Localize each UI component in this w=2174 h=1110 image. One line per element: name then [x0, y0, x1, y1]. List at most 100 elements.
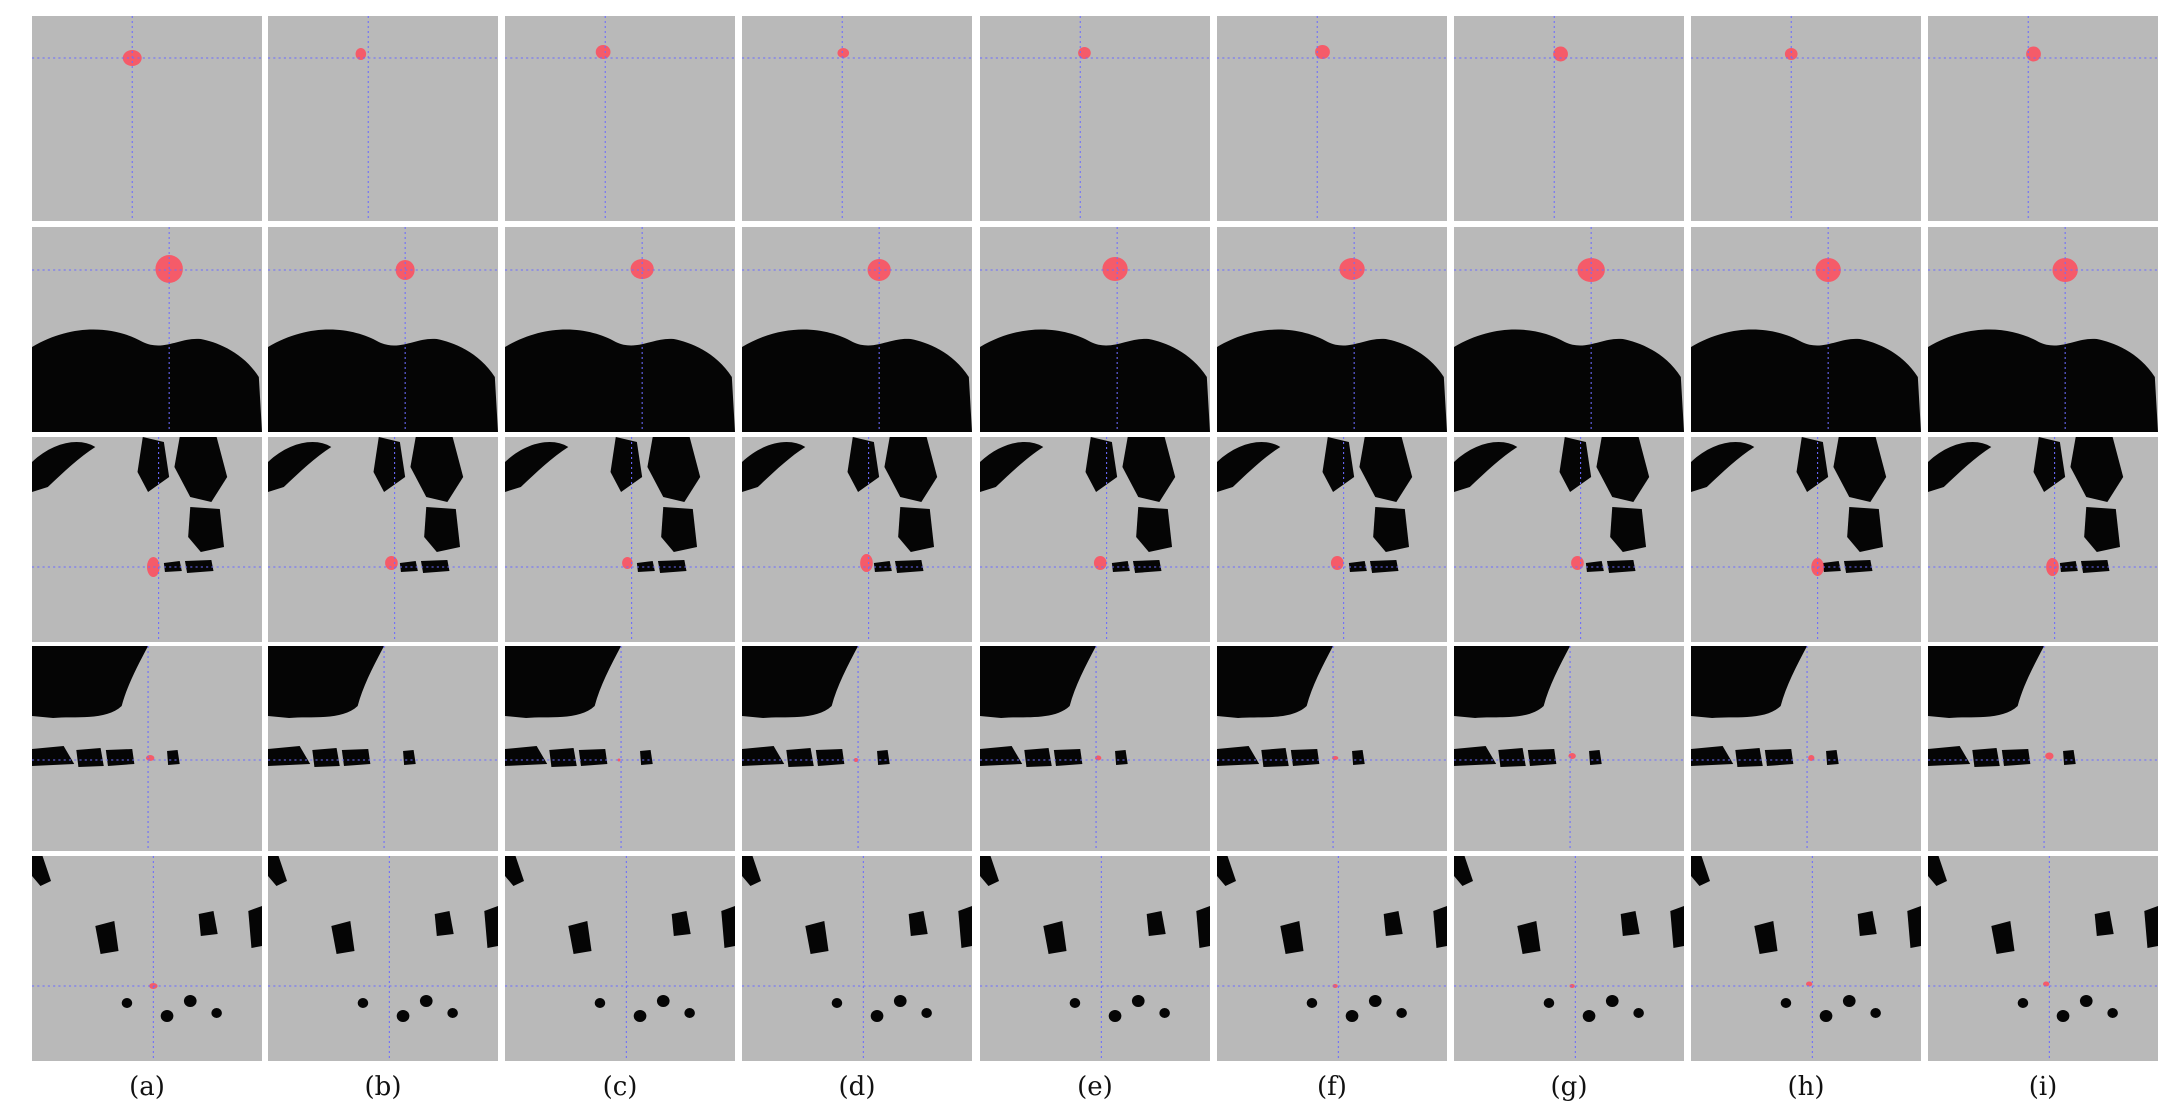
- segmentation-overlay: [1806, 981, 1813, 987]
- image-panel-h-row-4: [1691, 646, 1921, 851]
- air-region: [1122, 437, 1176, 502]
- segmentation-overlay: [1078, 47, 1091, 59]
- air-region: [1454, 646, 1571, 718]
- air-region: [1383, 911, 1403, 936]
- air-region: [403, 750, 416, 765]
- air-region: [184, 560, 214, 573]
- air-region: [1369, 560, 1399, 573]
- segmentation-overlay: [1784, 48, 1798, 60]
- segmentation-overlay: [1102, 257, 1128, 281]
- air-region: [1610, 507, 1647, 552]
- air-region: [1670, 906, 1684, 948]
- image-panel-c-row-4: [505, 646, 735, 851]
- image-panel-i-row-1: [1928, 16, 2158, 221]
- air-region: [980, 442, 1044, 492]
- tissue-background: [1217, 856, 1447, 1061]
- air-region: [1217, 856, 1236, 886]
- air-region: [815, 749, 845, 766]
- image-panel-i-row-2: [1928, 227, 2158, 432]
- air-region: [2084, 507, 2121, 552]
- segmentation-overlay: [2052, 258, 2078, 282]
- air-region: [656, 995, 670, 1007]
- air-region: [76, 748, 104, 767]
- segmentation-overlay: [622, 557, 633, 569]
- air-region: [594, 998, 606, 1008]
- air-region: [1053, 749, 1083, 766]
- image-panel-h-row-2: [1691, 227, 1921, 432]
- air-region: [32, 442, 96, 492]
- image-panel-f-row-2: [1217, 227, 1447, 432]
- air-region: [831, 998, 843, 1008]
- air-region: [921, 1008, 932, 1018]
- air-region: [1907, 906, 1921, 948]
- image-panel-a-row-5: [32, 856, 262, 1061]
- segmentation-overlay: [595, 45, 611, 59]
- tissue-background: [1928, 16, 2158, 221]
- air-region: [1517, 921, 1541, 954]
- air-region: [1822, 561, 1841, 572]
- air-region: [1633, 1008, 1644, 1018]
- air-region: [870, 1010, 884, 1022]
- air-region: [373, 437, 406, 492]
- image-panel-a-row-3: [32, 437, 262, 642]
- air-region: [268, 442, 332, 492]
- air-region: [1131, 995, 1145, 1007]
- air-region: [2063, 750, 2076, 765]
- tissue-background: [980, 856, 1210, 1061]
- image-panel-c-row-3: [505, 437, 735, 642]
- image-panel-d-row-5: [742, 856, 972, 1061]
- image-panel-i-row-4: [1928, 646, 2158, 851]
- air-region: [396, 1010, 410, 1022]
- air-region: [873, 561, 892, 572]
- image-panel-e-row-2: [980, 227, 1210, 432]
- air-region: [894, 560, 924, 573]
- segmentation-overlay: [1339, 258, 1365, 280]
- air-region: [188, 507, 225, 552]
- air-region: [1043, 921, 1067, 954]
- air-region: [640, 750, 653, 765]
- air-region: [137, 437, 170, 492]
- image-panel-b-row-4: [268, 646, 498, 851]
- image-panel-f-row-3: [1217, 437, 1447, 642]
- air-region: [847, 437, 880, 492]
- air-region: [505, 442, 569, 492]
- air-region: [1306, 998, 1318, 1008]
- air-region: [1585, 561, 1604, 572]
- air-region: [341, 749, 371, 766]
- air-region: [505, 646, 622, 718]
- segmentation-overlay: [617, 758, 621, 762]
- air-region: [1847, 507, 1884, 552]
- air-region: [1691, 646, 1808, 718]
- panel-label-a: (a): [129, 1072, 165, 1102]
- air-region: [505, 856, 524, 886]
- air-region: [32, 329, 262, 432]
- air-region: [1691, 329, 1921, 432]
- air-region: [1843, 560, 1873, 573]
- air-region: [32, 856, 51, 886]
- image-panel-g-row-2: [1454, 227, 1684, 432]
- air-region: [980, 329, 1210, 432]
- air-region: [1024, 748, 1052, 767]
- air-region: [1870, 1008, 1881, 1018]
- air-region: [1146, 911, 1166, 936]
- image-panel-i-row-5: [1928, 856, 2158, 1061]
- image-panel-a-row-4: [32, 646, 262, 851]
- segmentation-overlay: [1315, 45, 1330, 59]
- air-region: [1111, 561, 1130, 572]
- air-region: [671, 911, 691, 936]
- air-region: [163, 561, 182, 572]
- panel-label-f: (f): [1317, 1072, 1347, 1102]
- air-region: [1605, 995, 1619, 1007]
- tissue-background: [1928, 856, 2158, 1061]
- air-region: [742, 646, 859, 718]
- air-region: [958, 906, 972, 948]
- image-panel-d-row-4: [742, 646, 972, 851]
- air-region: [549, 748, 577, 767]
- image-panel-c-row-1: [505, 16, 735, 221]
- image-panel-d-row-2: [742, 227, 972, 432]
- tissue-background: [742, 16, 972, 221]
- image-panel-b-row-1: [268, 16, 498, 221]
- segmentation-overlay: [2026, 46, 2041, 62]
- air-region: [1352, 750, 1365, 765]
